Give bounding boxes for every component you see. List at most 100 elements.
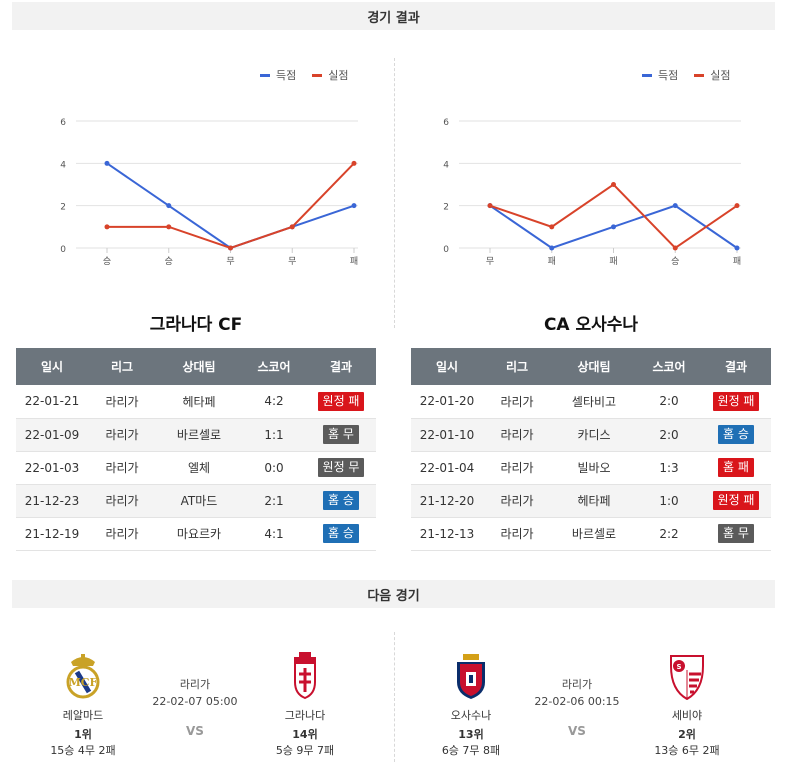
- vs-label: VS: [568, 724, 586, 738]
- scored-point: [166, 203, 172, 209]
- legend-scored-label: 득점: [658, 69, 679, 82]
- right-chart-legend: 득점 실점: [642, 67, 731, 83]
- scored-point: [351, 203, 357, 209]
- y-tick-label: 2: [60, 203, 66, 213]
- vs-label: VS: [186, 724, 204, 738]
- row-league: 라리가: [483, 484, 551, 518]
- match-league: 라리가: [179, 678, 211, 691]
- home-team[interactable]: MCF 레알마드 1위 15승 4무 2패: [38, 652, 128, 758]
- row-date: 22-01-21: [16, 385, 88, 419]
- away-team-rank: 2위: [678, 728, 696, 741]
- svg-text:MCF: MCF: [69, 676, 98, 689]
- home-team-rank: 1위: [74, 728, 92, 741]
- row-result: 원정 무: [306, 451, 376, 485]
- row-result: 홈 승: [306, 517, 376, 551]
- row-date: 21-12-19: [16, 517, 88, 551]
- x-tick-label: 패: [609, 256, 617, 267]
- x-tick-label: 패: [548, 256, 556, 267]
- svg-text:S: S: [676, 663, 681, 671]
- row-league: 라리가: [88, 484, 156, 518]
- conceded-point: [672, 245, 678, 251]
- col-league: 리그: [483, 348, 551, 385]
- row-score: 1:3: [637, 451, 701, 485]
- row-result: 홈 승: [701, 418, 771, 452]
- left-team-title: 그라나다 CF: [149, 315, 243, 335]
- match-info: 라리가 22-02-07 05:00: [140, 676, 250, 708]
- table-row[interactable]: 22-01-20 라리가 셀타비고 2:0 원정 패: [411, 385, 771, 419]
- right-team-title: CA 오사수나: [543, 315, 639, 335]
- scored-point: [672, 203, 678, 209]
- result-badge: 홈 무: [718, 524, 754, 543]
- conceded-point: [487, 203, 493, 209]
- conceded-line: [489, 183, 738, 250]
- legend-scored-swatch: [260, 73, 270, 77]
- row-opponent: AT마드: [156, 484, 242, 518]
- row-opponent: 바르셀로: [156, 418, 242, 452]
- row-league: 라리가: [483, 418, 551, 452]
- y-tick-label: 4: [60, 160, 66, 170]
- scored-point: [734, 245, 740, 251]
- conceded-point: [289, 224, 295, 230]
- table-row[interactable]: 22-01-03 라리가 엘체 0:0 원정 무: [16, 451, 376, 485]
- row-league: 라리가: [88, 451, 156, 485]
- next-match-left[interactable]: MCF 레알마드 1위 15승 4무 2패 라리가 22-02-07 05:00…: [16, 640, 376, 760]
- row-score: 4:2: [242, 385, 306, 419]
- table-row[interactable]: 21-12-19 라리가 마요르카 4:1 홈 승: [16, 517, 376, 551]
- home-team-rank: 13위: [458, 728, 484, 741]
- left-chart-legend: 득점 실점: [260, 67, 349, 83]
- row-opponent: 셀타비고: [551, 385, 637, 419]
- table-row[interactable]: 22-01-10 라리가 카디스 2:0 홈 승: [411, 418, 771, 452]
- away-team[interactable]: 그라나다 14위 5승 9무 7패: [260, 652, 350, 758]
- conceded-point: [351, 160, 357, 166]
- row-result: 홈 무: [701, 517, 771, 551]
- table-row[interactable]: 22-01-21 라리가 헤타페 4:2 원정 패: [16, 385, 376, 419]
- row-score: 0:0: [242, 451, 306, 485]
- legend-conceded-swatch: [694, 73, 705, 77]
- table-row[interactable]: 21-12-13 라리가 바르셀로 2:2 홈 무: [411, 517, 771, 551]
- osasuna-crest-icon: [457, 654, 485, 699]
- row-league: 라리가: [88, 517, 156, 551]
- conceded-point: [611, 182, 616, 187]
- scored-point: [104, 160, 110, 166]
- row-result: 홈 무: [306, 418, 376, 452]
- next-match-right[interactable]: 오사수나 13위 6승 7무 8패 라리가 22-02-06 00:15 VS …: [408, 640, 768, 760]
- result-badge: 홈 승: [718, 425, 754, 444]
- table-row[interactable]: 21-12-20 라리가 헤타페 1:0 원정 패: [411, 484, 771, 518]
- y-tick-label: 4: [443, 160, 449, 170]
- row-score: 2:0: [637, 385, 701, 419]
- row-result: 원정 패: [701, 385, 771, 419]
- legend-scored-label: 득점: [276, 69, 297, 82]
- y-tick-label: 6: [443, 118, 449, 128]
- row-score: 1:1: [242, 418, 306, 452]
- conceded-point: [549, 224, 555, 230]
- away-team[interactable]: S 세비야 2위 13승 6무 2패: [642, 652, 732, 758]
- row-score: 2:2: [637, 517, 701, 551]
- result-badge: 홈 패: [718, 458, 754, 477]
- home-team-record: 15승 4무 2패: [50, 744, 116, 757]
- home-team-name: 레알마드: [62, 709, 104, 722]
- row-league: 라리가: [483, 517, 551, 551]
- row-league: 라리가: [88, 385, 156, 419]
- legend-conceded: 실점: [694, 67, 731, 83]
- result-badge: 원정 패: [712, 491, 760, 510]
- row-date: 21-12-20: [411, 484, 483, 518]
- table-header-row: 일시 리그 상대팀 스코어 결과: [411, 348, 771, 385]
- legend-conceded-label: 실점: [710, 69, 731, 82]
- table-row[interactable]: 22-01-09 라리가 바르셀로 1:1 홈 무: [16, 418, 376, 452]
- home-team[interactable]: 오사수나 13위 6승 7무 8패: [426, 652, 516, 758]
- row-opponent: 마요르카: [156, 517, 242, 551]
- table-row[interactable]: 22-01-04 라리가 빌바오 1:3 홈 패: [411, 451, 771, 485]
- legend-conceded: 실점: [312, 67, 349, 83]
- match-datetime: 22-02-06 00:15: [534, 695, 620, 708]
- away-team-rank: 14위: [292, 728, 318, 741]
- x-tick-label: 무: [486, 256, 494, 267]
- row-opponent: 헤타페: [551, 484, 637, 518]
- row-date: 22-01-10: [411, 418, 483, 452]
- table-row[interactable]: 21-12-23 라리가 AT마드 2:1 홈 승: [16, 484, 376, 518]
- result-badge: 원정 패: [317, 391, 365, 411]
- row-league: 라리가: [88, 418, 156, 452]
- result-badge: 홈 승: [323, 524, 359, 543]
- match-league: 라리가: [561, 678, 593, 691]
- row-result: 원정 패: [701, 484, 771, 518]
